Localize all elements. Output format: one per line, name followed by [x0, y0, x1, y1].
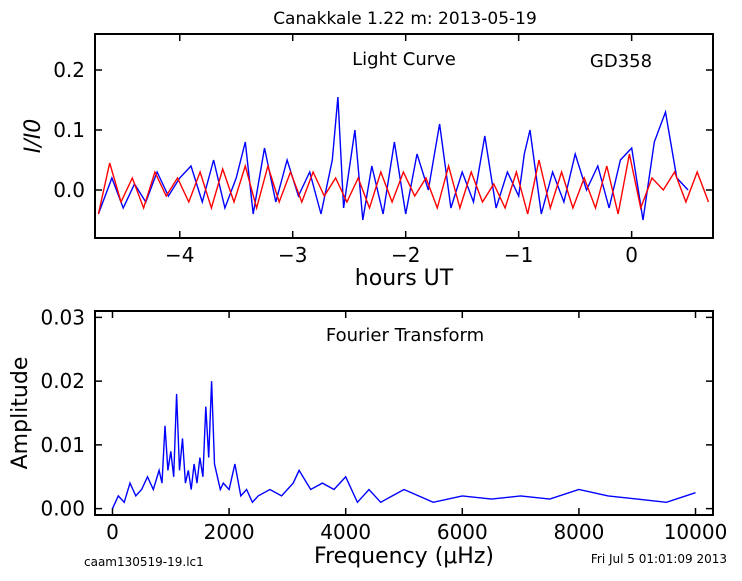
- x-tick-label: 0: [106, 520, 119, 544]
- x-tick-label: −1: [504, 243, 533, 267]
- light-curve-frame: [94, 33, 714, 239]
- x-tick-label: 0: [625, 243, 638, 267]
- x-tick-label: 4000: [320, 520, 371, 544]
- light-curve-annotation: Light Curve: [352, 49, 456, 70]
- x-tick-label: 10000: [664, 520, 728, 544]
- fourier-series: [111, 381, 696, 509]
- fourier-frame: [94, 310, 714, 516]
- light-curve-panel: −4 −3 −2 −1 0 0.0 0.1 0.2 Light Curve GD358 hou…: [21, 33, 714, 291]
- x-tick-label: −4: [165, 243, 194, 267]
- x-tick-label: −3: [278, 243, 307, 267]
- fourier-ylabel: Amplitude: [8, 357, 33, 470]
- light-curve-series: [97, 96, 710, 221]
- series-line-0: [97, 96, 689, 221]
- figure-title: Canakkale 1.22 m: 2013-05-19: [273, 9, 537, 29]
- fourier-xlabel: Frequency (μHz): [314, 544, 494, 569]
- series-line-1: [97, 153, 710, 215]
- light-curve-ticks: −4 −3 −2 −1 0 0.0 0.1 0.2: [53, 34, 713, 267]
- y-tick-label: 0.01: [40, 433, 85, 457]
- star-label: GD358: [590, 51, 652, 72]
- y-tick-label: 0.0: [53, 178, 85, 202]
- y-tick-label: 0.1: [53, 118, 85, 142]
- footer-filename: caam130519-19.lc1: [84, 555, 204, 569]
- light-curve-ylabel: I/I0: [21, 119, 46, 153]
- y-tick-label: 0.2: [53, 58, 85, 82]
- series-line-0: [111, 381, 696, 509]
- x-tick-label: 8000: [553, 520, 604, 544]
- x-tick-label: 2000: [204, 520, 255, 544]
- y-tick-label: 0.03: [40, 305, 85, 329]
- fourier-annotation: Fourier Transform: [326, 325, 484, 346]
- y-tick-label: 0.02: [40, 369, 85, 393]
- footer-timestamp: Fri Jul 5 01:01:09 2013: [591, 552, 727, 566]
- fourier-ticks: 0 2000 4000 6000 8000 10000 0.00 0.01 0.02 0.03: [40, 305, 727, 544]
- x-tick-label: −2: [391, 243, 420, 267]
- y-tick-label: 0.00: [40, 497, 85, 521]
- light-curve-xlabel: hours UT: [355, 266, 454, 291]
- x-tick-label: 6000: [437, 520, 488, 544]
- fourier-panel: 0 2000 4000 6000 8000 10000 0.00 0.01 0.02 0.03 F…: [8, 305, 727, 569]
